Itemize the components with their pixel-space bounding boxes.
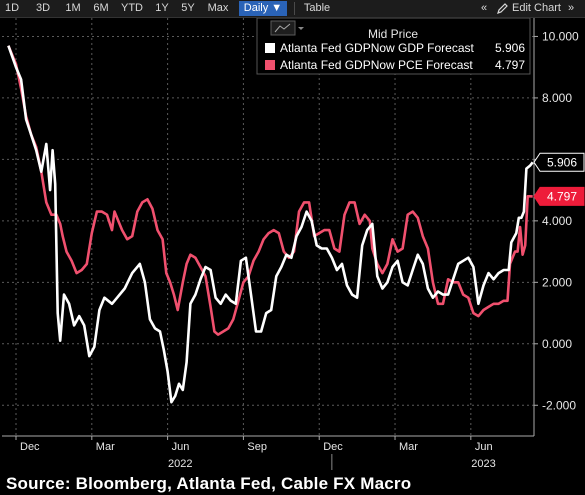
range-6m-button[interactable]: 6M bbox=[93, 2, 109, 14]
pce-forecast-line bbox=[7, 45, 533, 336]
collapse-icon[interactable]: « bbox=[481, 2, 488, 14]
legend-title: Mid Price bbox=[368, 27, 418, 41]
y-tick-label: 0.000 bbox=[542, 337, 572, 351]
frequency-dropdown[interactable]: Daily ▼ bbox=[239, 1, 287, 16]
x-tick-label: Dec bbox=[323, 441, 343, 453]
range-1y-button[interactable]: 1Y bbox=[155, 2, 169, 14]
range-1m-button[interactable]: 1M bbox=[65, 2, 81, 14]
chart-area: -2.0000.0002.0004.0006.0008.00010.000Dec… bbox=[0, 17, 585, 474]
range-3d-button[interactable]: 3D bbox=[35, 2, 51, 14]
last-value-box bbox=[533, 152, 585, 172]
last-value-labels: 5.906 4.797 bbox=[533, 152, 585, 206]
range-ytd-button[interactable]: YTD bbox=[121, 2, 143, 14]
legend-swatch-pce bbox=[265, 60, 275, 70]
toolbar: 1D 3D 1M 6M YTD 1Y 5Y Max Daily ▼ Table … bbox=[0, 0, 585, 18]
edit-pencil-icon[interactable] bbox=[497, 1, 509, 16]
y-tick-label: 2.000 bbox=[542, 275, 572, 289]
last-value-label-pce: 4.797 bbox=[533, 186, 585, 206]
table-button[interactable]: Table bbox=[303, 2, 331, 14]
legend-label-gdp: Atlanta Fed GDPNow GDP Forecast bbox=[280, 41, 475, 55]
range-5y-button[interactable]: 5Y bbox=[181, 2, 195, 14]
legend-value-pce: 4.797 bbox=[495, 58, 525, 72]
last-value-text: 4.797 bbox=[547, 189, 577, 203]
footer: Source: Bloomberg, Atlanta Fed, Cable FX… bbox=[0, 474, 585, 495]
x-tick-label: Sep bbox=[247, 441, 267, 453]
x-tick-label: Mar bbox=[96, 441, 115, 453]
y-tick-label: 4.000 bbox=[542, 214, 572, 228]
range-max-button[interactable]: Max bbox=[207, 2, 229, 14]
grid-lines bbox=[2, 18, 534, 436]
range-1d-button[interactable]: 1D bbox=[4, 2, 20, 14]
x-tick-label: Mar bbox=[399, 441, 418, 453]
gdp-forecast-line bbox=[7, 45, 534, 404]
x-tick-label: Jun bbox=[172, 441, 190, 453]
toolbar-divider bbox=[294, 2, 295, 15]
year-label: 2022 bbox=[168, 458, 192, 470]
axes: -2.0000.0002.0004.0006.0008.00010.000Dec… bbox=[2, 18, 579, 470]
chevron-down-icon[interactable] bbox=[298, 27, 304, 30]
y-tick-label: 8.000 bbox=[542, 91, 572, 105]
line-chart: -2.0000.0002.0004.0006.0008.00010.000Dec… bbox=[2, 17, 585, 470]
source-caption: Source: Bloomberg, Atlanta Fed, Cable FX… bbox=[6, 474, 412, 493]
y-tick-label: 10.000 bbox=[542, 29, 579, 43]
legend-label-pce: Atlanta Fed GDPNow PCE Forecast bbox=[280, 58, 473, 72]
legend: Mid Price Atlanta Fed GDPNow GDP Forecas… bbox=[256, 17, 531, 75]
x-tick-label: Dec bbox=[20, 441, 40, 453]
series-layer bbox=[7, 45, 534, 404]
legend-value-gdp: 5.906 bbox=[495, 41, 525, 55]
legend-swatch-gdp bbox=[265, 43, 275, 53]
last-value-label-gdp: 5.906 bbox=[533, 152, 585, 172]
last-value-text: 5.906 bbox=[547, 155, 577, 169]
line-chart-icon bbox=[274, 23, 291, 33]
edit-chart-button[interactable]: Edit Chart bbox=[512, 2, 561, 14]
y-tick-label: -2.000 bbox=[542, 398, 576, 412]
x-tick-label: Jun bbox=[475, 441, 493, 453]
year-label: 2023 bbox=[471, 458, 495, 470]
last-value-box bbox=[533, 186, 585, 206]
expand-icon[interactable]: » bbox=[568, 2, 575, 14]
